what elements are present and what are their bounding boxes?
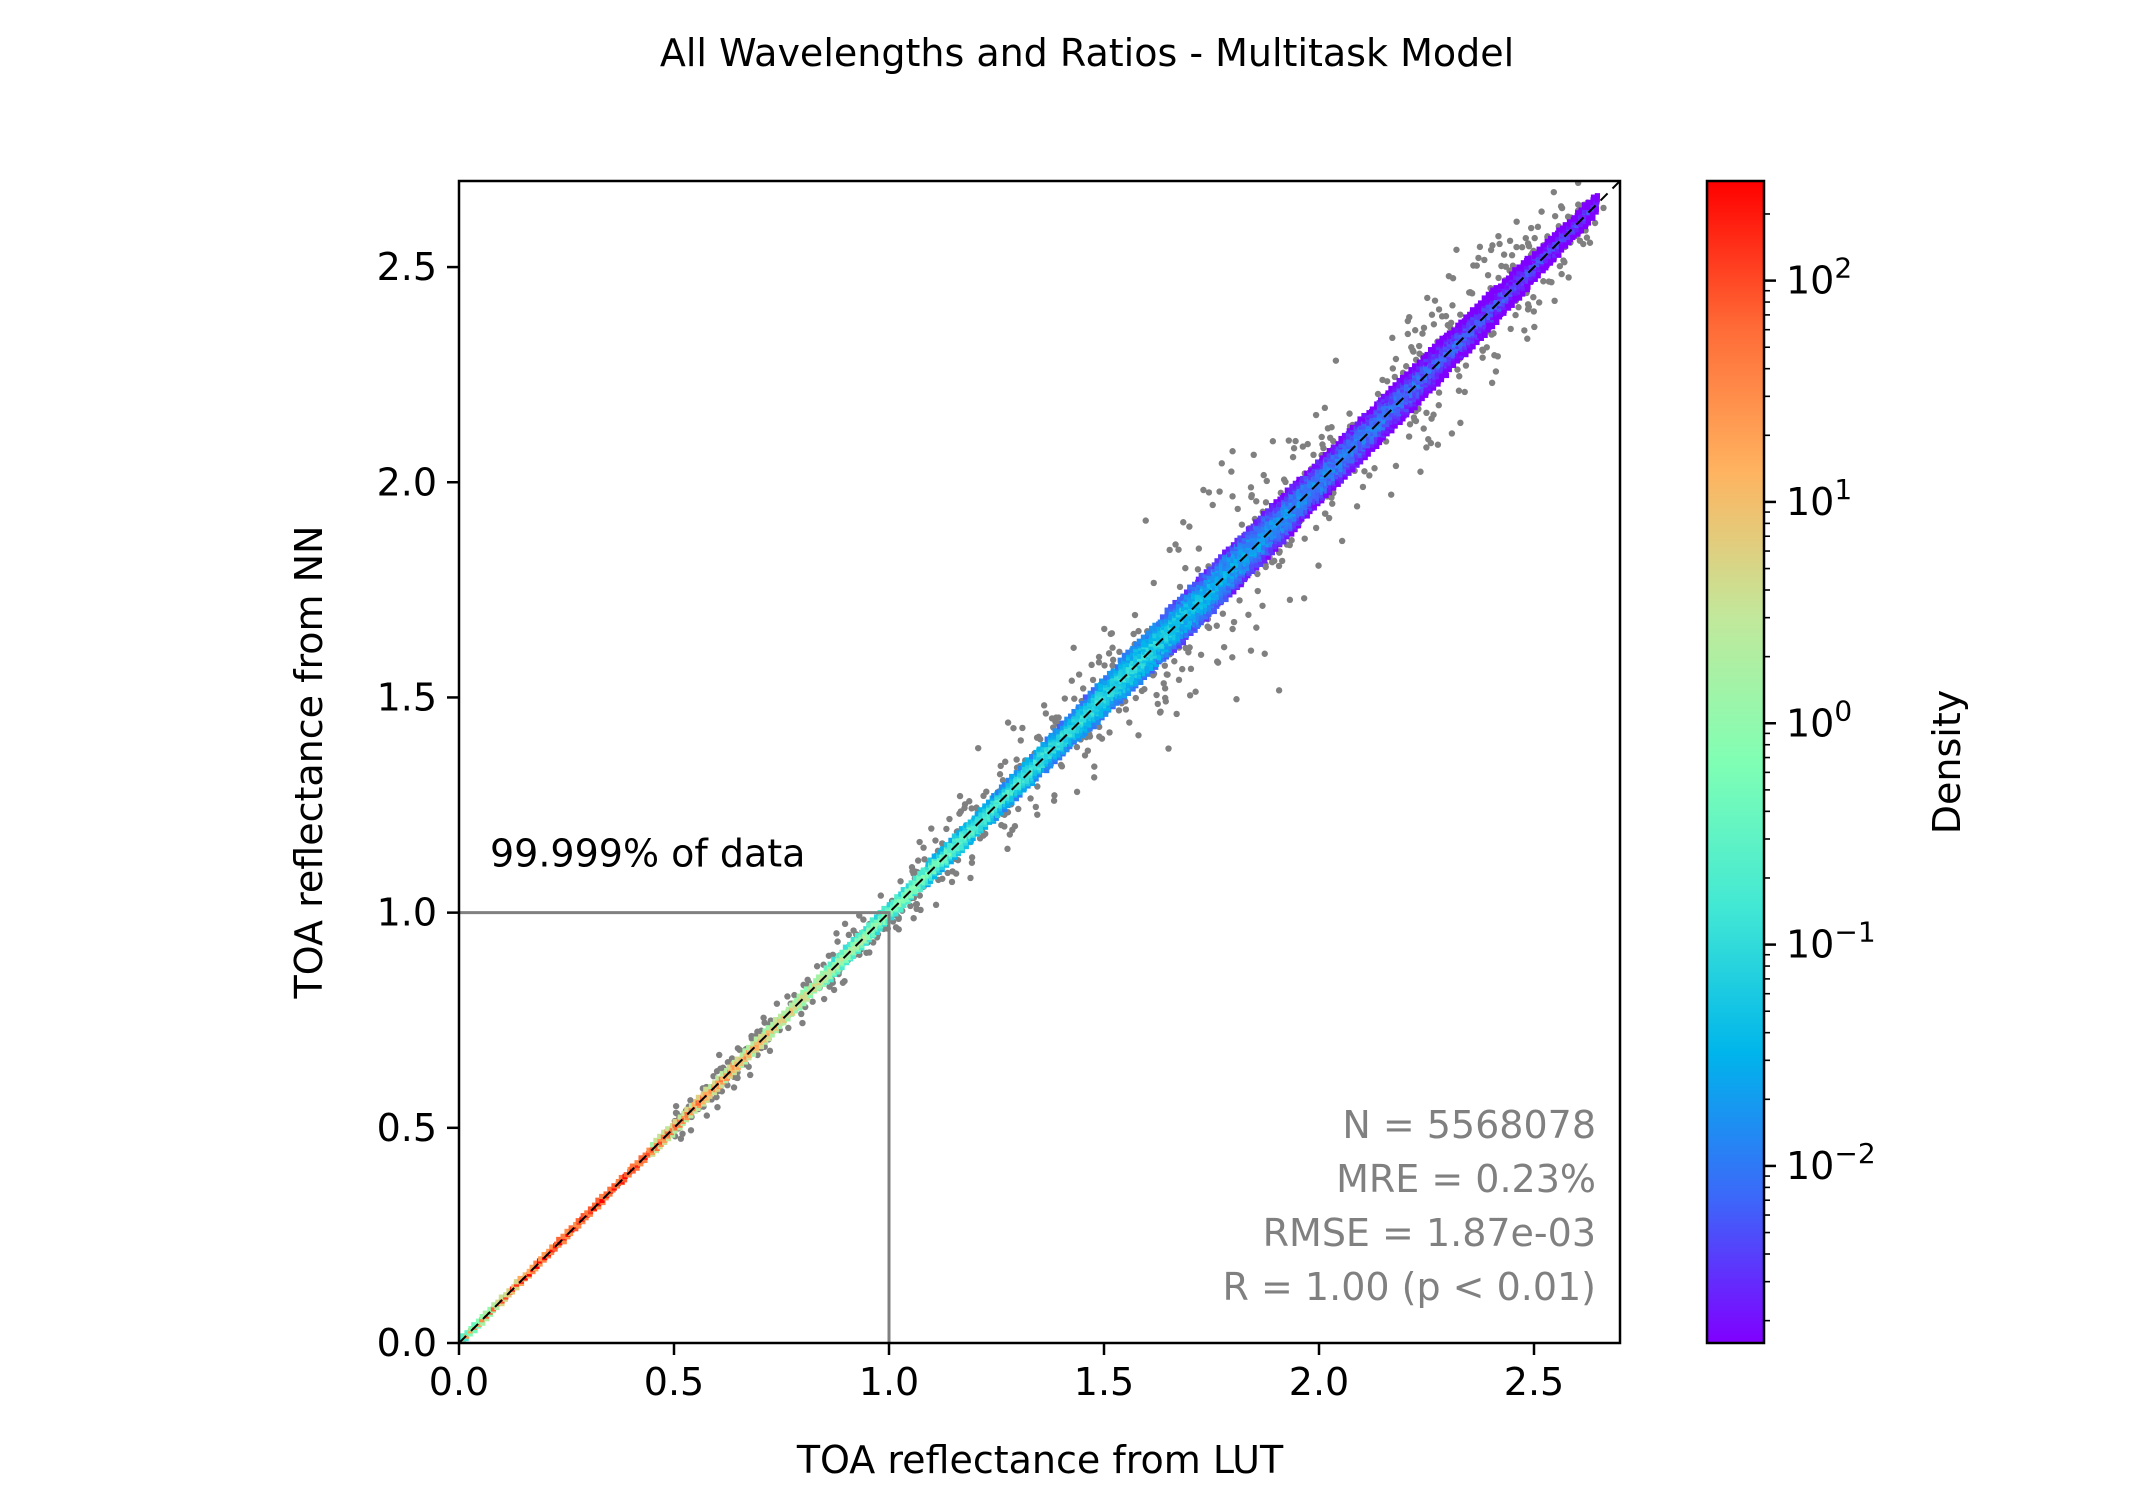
- colorbar-tick-label: 100: [1786, 694, 1852, 745]
- y-axis: 0.0 0.5 1.0 1.5 2.0 2.5: [377, 245, 459, 1365]
- colorbar-label: Density: [1925, 690, 1969, 834]
- y-tick-label: 0.0: [377, 1321, 437, 1365]
- y-tick-label: 2.0: [377, 460, 437, 504]
- density-points: [459, 193, 1600, 1343]
- colorbar-tick-label: 101: [1786, 473, 1852, 524]
- colorbar-gradient: [1705, 179, 1766, 1345]
- x-tick-label: 1.0: [859, 1360, 919, 1404]
- stats-line: R = 1.00 (p < 0.01): [1223, 1265, 1596, 1309]
- y-tick-label: 1.0: [377, 891, 437, 935]
- y-tick-label: 1.5: [377, 675, 437, 719]
- stats-annotation: N = 5568078 MRE = 0.23% RMSE = 1.87e-03 R =…: [1223, 1103, 1596, 1309]
- plot-area: 99.999% of data N = 5568078 MRE = 0.23% RM…: [457, 179, 1622, 1345]
- colorbar-ticks: 10−2 10−1 100 101 102: [1764, 213, 1876, 1322]
- y-axis-label: TOA reflectance from NN: [287, 526, 331, 1000]
- plot-frame: [457, 179, 1622, 1345]
- y-tick-label: 0.5: [377, 1106, 437, 1150]
- x-tick-label: 0.5: [644, 1360, 704, 1404]
- colorbar-tick-label: 10−2: [1786, 1137, 1876, 1188]
- y-tick-label: 2.5: [377, 245, 437, 289]
- x-axis-label: TOA reflectance from LUT: [796, 1438, 1284, 1482]
- x-tick-label: 0.0: [429, 1360, 489, 1404]
- colorbar-tick-label: 10−1: [1786, 916, 1876, 967]
- x-tick-label: 2.0: [1289, 1360, 1349, 1404]
- coverage-label: 99.999% of data: [490, 832, 805, 876]
- colorbar-tick-label: 102: [1786, 252, 1852, 303]
- chart-title: All Wavelengths and Ratios - Multitask M…: [660, 31, 1514, 75]
- x-axis: 0.0 0.5 1.0 1.5 2.0 2.5: [429, 1343, 1564, 1404]
- colorbar: 10−2 10−1 100 101 102 Density: [1705, 179, 1969, 1345]
- one-to-one-line: [459, 181, 1620, 1343]
- stats-line: MRE = 0.23%: [1336, 1157, 1596, 1201]
- stats-line: RMSE = 1.87e-03: [1263, 1211, 1596, 1255]
- x-tick-label: 2.5: [1504, 1360, 1564, 1404]
- x-tick-label: 1.5: [1074, 1360, 1134, 1404]
- coverage-box-line: [459, 911, 891, 1343]
- stats-line: N = 5568078: [1342, 1103, 1596, 1147]
